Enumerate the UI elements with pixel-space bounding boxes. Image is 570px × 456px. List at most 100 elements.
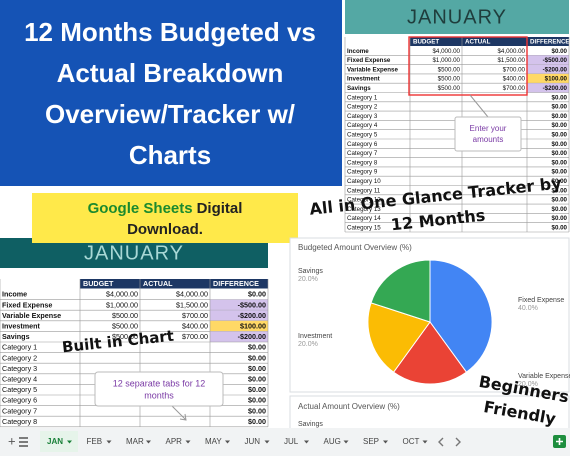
- column-header: ACTUAL: [143, 279, 173, 288]
- row-label: Income: [2, 290, 27, 299]
- add-sheet-icon[interactable]: +: [8, 433, 16, 448]
- cell-actual: $1,500.00: [497, 57, 525, 64]
- cell-actual: $700.00: [182, 332, 208, 341]
- sheet-tab[interactable]: JAN: [47, 437, 63, 446]
- row-label: Income: [347, 48, 369, 55]
- cell-actual: $700.00: [503, 85, 526, 92]
- sheet-title: JANUARY: [407, 6, 507, 28]
- title-line: Charts: [129, 140, 211, 170]
- row-label: Category 8: [347, 159, 378, 166]
- row-label: Category 1: [2, 343, 37, 352]
- row-label: Category 9: [347, 169, 378, 176]
- sheet-tab[interactable]: MAY: [205, 437, 222, 446]
- cell-budget: $500.00: [438, 66, 461, 73]
- sheet-tab[interactable]: MAR: [126, 437, 144, 446]
- sheet-title: JANUARY: [84, 242, 184, 264]
- row-label: Category 1: [347, 94, 378, 101]
- slice-label: Savings: [298, 421, 323, 428]
- cell-budget: $1,000.00: [106, 300, 138, 309]
- cell-difference: $0.00: [248, 364, 266, 373]
- slice-value-label: 20.0%: [518, 381, 538, 388]
- row-label: Category 12: [347, 197, 381, 204]
- cell-difference: $0.00: [248, 385, 266, 394]
- cell-difference: $0.00: [552, 150, 568, 157]
- row-label: Category 10: [347, 178, 381, 185]
- difference-highlight: [210, 320, 268, 332]
- cell-difference: -$500.00: [543, 57, 568, 64]
- pie-slice: [370, 259, 431, 323]
- row-label: Category 11: [347, 187, 381, 194]
- download-line-2: Download.: [127, 221, 203, 238]
- cell-budget: $500.00: [438, 76, 461, 83]
- tab-dropdown: [106, 440, 112, 444]
- row-label: Category 2: [347, 104, 378, 111]
- cell-difference: $0.00: [552, 206, 568, 213]
- scroll-arrows[interactable]: [438, 437, 461, 447]
- cell-difference: $0.00: [552, 169, 568, 176]
- cell-difference: $0.00: [248, 290, 266, 299]
- cell-difference: $0.00: [552, 113, 568, 120]
- cell-difference: $0.00: [248, 353, 266, 362]
- difference-highlight: [210, 331, 268, 342]
- pie-slice: [392, 321, 468, 385]
- sheet-tab[interactable]: JUN: [245, 437, 261, 446]
- tab-dropdown: [304, 440, 309, 444]
- menu-icon[interactable]: [19, 437, 28, 447]
- title-line: 12 Months Budgeted vs: [24, 17, 316, 47]
- tab-dropdown: [422, 440, 428, 444]
- slice-value-label: 20.0%: [298, 276, 318, 283]
- highlight-outline: [408, 36, 528, 96]
- row-label: Variable Expense: [347, 66, 398, 73]
- column-header: DIFFERENCE: [213, 279, 259, 288]
- sheet-title-bg: [345, 0, 569, 34]
- row-label: Category 14: [347, 215, 381, 222]
- cell-difference: $0.00: [552, 94, 568, 101]
- row-label: Category 5: [2, 385, 37, 394]
- sheet-tab[interactable]: AUG: [324, 437, 341, 446]
- row-label: Savings: [347, 85, 371, 92]
- row-label: Investment: [2, 322, 41, 331]
- row-label: Category 6: [2, 396, 37, 405]
- cell-difference: -$200.00: [543, 66, 568, 73]
- slice-label: Investment: [298, 333, 332, 340]
- chart-title: Budgeted Amount Overview (%): [298, 243, 412, 252]
- cell-budget: $500.00: [112, 322, 138, 331]
- cell-difference: $0.00: [552, 159, 568, 166]
- cell-budget: $500.00: [112, 311, 138, 320]
- sheet-tab[interactable]: OCT: [403, 437, 420, 446]
- callout-text: months: [144, 390, 174, 400]
- column-header-bg: [80, 279, 268, 289]
- cell-difference: $0.00: [552, 48, 568, 55]
- cell-actual: $400.00: [503, 76, 526, 83]
- top-sheet: JANUARY BUDGET ACTUAL DIFFERENCE Income $4,00…: [344, 0, 570, 233]
- row-label: Category 7: [2, 406, 37, 415]
- cell-budget: $500.00: [438, 85, 461, 92]
- callout-text: 12 separate tabs for 12: [113, 378, 206, 388]
- difference-highlight: [210, 299, 268, 311]
- row-label: Category 2: [2, 353, 37, 362]
- download-highlight: Google Sheets: [88, 200, 193, 217]
- cell-difference: $0.00: [552, 141, 568, 148]
- cell-difference: $0.00: [248, 406, 266, 415]
- cell-difference: -$200.00: [238, 311, 266, 320]
- tab-dropdown: [225, 440, 230, 444]
- callout-box: [94, 371, 224, 407]
- sheet-tab[interactable]: FEB: [87, 437, 103, 446]
- pie-slice: [367, 302, 431, 373]
- chart-title-2: Actual Amount Overview (%): [298, 402, 400, 411]
- pie-slice: [429, 259, 493, 373]
- row-label: Fixed Expense: [2, 300, 52, 309]
- pie-panel: Budgeted Amount Overview (%) Fixed Expens…: [289, 237, 570, 437]
- callout-box: [454, 116, 522, 152]
- cell-actual: $4,000.00: [497, 48, 525, 55]
- slice-value-label: 40.0%: [518, 305, 538, 312]
- cell-actual: $1,500.00: [176, 300, 208, 309]
- sheet-tab[interactable]: APR: [166, 437, 183, 446]
- sheet-tab[interactable]: SEP: [363, 437, 379, 446]
- cell-difference: $0.00: [552, 197, 568, 204]
- tab-active-bg: [40, 431, 78, 452]
- cell-actual: $700.00: [503, 66, 526, 73]
- title: 12 Months Budgeted vs Actual Breakdown Ove…: [24, 17, 316, 170]
- sheet-tab[interactable]: JUL: [284, 437, 299, 446]
- tab-dropdown: [185, 440, 191, 444]
